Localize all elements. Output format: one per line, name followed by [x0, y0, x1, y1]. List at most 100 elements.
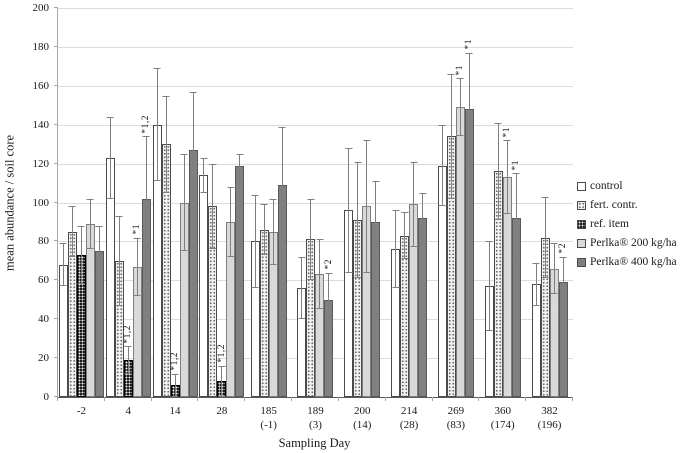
- x-tick-label: 382 (196): [526, 404, 573, 432]
- bar: [353, 220, 363, 397]
- annotation: *1: [464, 39, 475, 50]
- legend-item: fert. contr.: [577, 199, 677, 211]
- bar-slot: [179, 8, 189, 397]
- annotation: *1: [455, 64, 466, 76]
- x-tick-subday: (196): [537, 419, 562, 431]
- category-group--2: -2: [58, 8, 105, 417]
- bar-slot: *1: [502, 8, 512, 397]
- bar: [400, 235, 410, 397]
- y-tick-label: 0: [43, 391, 50, 403]
- error-bar-cap: [189, 91, 197, 93]
- bar-slot: [268, 8, 278, 397]
- bar: [199, 175, 209, 397]
- error-bar-cap: [162, 95, 170, 97]
- bar: [277, 185, 287, 397]
- y-tick-label: 200: [32, 2, 50, 14]
- error-bar-cap: [180, 153, 188, 155]
- bar-slot: *1,2: [141, 8, 151, 397]
- bar: [540, 237, 550, 397]
- bar-slot: [362, 8, 372, 397]
- y-tick-label: 160: [32, 79, 50, 92]
- error-bar-cap: [372, 181, 380, 183]
- error-bar-cap: [218, 365, 226, 367]
- x-tick-mark: [525, 397, 527, 401]
- error-bar-cap: [541, 196, 549, 198]
- y-axis-title: mean abundance / soil core: [2, 134, 17, 271]
- bar: [418, 218, 428, 397]
- bar-slot: [277, 8, 287, 397]
- legend-label: fert. contr.: [590, 199, 638, 211]
- x-tick-day: 360: [494, 405, 511, 417]
- y-tick-mark: [54, 162, 58, 164]
- error-bar-cap: [115, 216, 123, 218]
- error-bar-cap: [363, 140, 371, 142]
- y-tick-mark: [54, 45, 58, 47]
- error-bar-cap: [133, 237, 141, 239]
- error-bar-cap: [401, 212, 409, 214]
- bar: [511, 218, 521, 397]
- error-bar-cap: [142, 136, 150, 138]
- x-tick-day: 214: [400, 405, 418, 417]
- bar: [188, 150, 198, 397]
- bar: [371, 221, 381, 397]
- bar: [132, 266, 142, 397]
- category-group-360: *1 *1 360 (174): [479, 8, 526, 431]
- x-tick-label: -2: [58, 404, 105, 418]
- y-tick-label: 40: [38, 313, 49, 326]
- error-bar-cap: [278, 126, 286, 128]
- error-bar-cap: [447, 74, 455, 76]
- x-tick-label: 189 (3): [292, 404, 339, 432]
- bar-slot: [344, 8, 354, 397]
- y-tick-mark: [54, 7, 58, 8]
- category-group-189: *2 189 (3): [292, 8, 339, 431]
- legend-label: ref. item: [590, 218, 629, 230]
- error-bar-cap: [550, 243, 558, 245]
- bar-slot: [58, 8, 68, 397]
- x-tick-day: 382: [541, 405, 558, 417]
- bar-slot: [76, 8, 86, 397]
- bar: [76, 255, 86, 397]
- bar-slot: [208, 8, 218, 397]
- grid-line: [58, 124, 573, 126]
- legend-swatch: [577, 181, 586, 191]
- bar: [391, 249, 401, 397]
- x-tick-day: 200: [354, 405, 371, 417]
- category-group-28: *1,2 28: [198, 8, 245, 417]
- error-bar-cap: [345, 148, 353, 150]
- legend-item: Perlka® 400 kg/ha: [577, 256, 677, 268]
- x-tick-subday: (-1): [260, 419, 277, 431]
- bar: [85, 223, 95, 397]
- plot-area: 0 20 40 60 80 100 120 140 160 180 200 -2 *1,2 *1 *1,2 4…: [33, 2, 573, 431]
- x-tick-mark: [244, 397, 246, 401]
- grid-line: [58, 241, 573, 243]
- x-tick-mark: [197, 397, 199, 401]
- x-tick-mark: [150, 397, 152, 401]
- x-tick-subday: (14): [353, 419, 372, 431]
- x-tick-mark: [337, 397, 339, 401]
- error-bar-cap: [153, 68, 161, 70]
- bar-slot: [188, 8, 198, 397]
- error-bar-cap: [392, 210, 400, 212]
- bar: [549, 268, 559, 397]
- x-tick-label: 14: [152, 404, 199, 418]
- bar: [531, 284, 541, 397]
- y-tick-label: 80: [38, 235, 49, 248]
- bar: [268, 231, 278, 397]
- bar: [170, 385, 180, 397]
- x-tick-day: 189: [307, 405, 324, 417]
- error-bar-cap: [485, 241, 493, 243]
- bar-slot: [371, 8, 381, 397]
- bar: [226, 221, 236, 397]
- grid-line: [58, 163, 573, 165]
- bar: [141, 198, 151, 397]
- x-tick-day: 14: [169, 405, 181, 417]
- bar-slot: [199, 8, 209, 397]
- x-tick-day: 28: [216, 405, 228, 417]
- x-tick-day: -2: [76, 405, 86, 417]
- error-bar-cap: [465, 52, 473, 54]
- error-bar-cap: [298, 256, 306, 258]
- legend-label: Perlka® 200 kg/ha: [590, 237, 677, 249]
- error-bar-cap: [494, 122, 502, 124]
- bar-slot: [297, 8, 307, 397]
